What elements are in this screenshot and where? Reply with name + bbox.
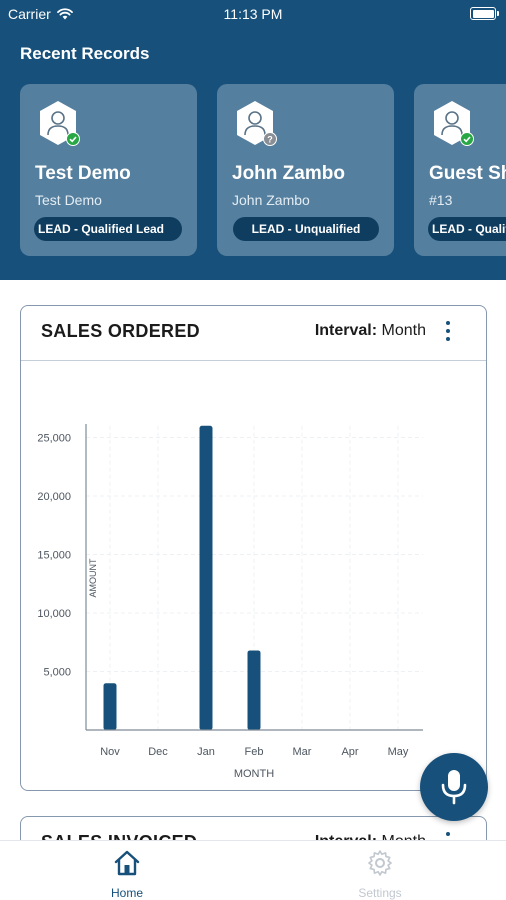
gear-icon [368, 850, 392, 876]
microphone-icon [441, 770, 467, 805]
sales-ordered-card: SALES ORDERED Interval: Month 5,000 10,00… [20, 305, 487, 791]
voice-input-button[interactable] [420, 753, 488, 821]
status-bar: Carrier 11:13 PM [0, 0, 506, 28]
user-avatar-icon [434, 101, 470, 145]
card-divider [21, 360, 486, 361]
user-avatar-icon [40, 101, 76, 145]
record-status-badge: LEAD - Qualified Lead [428, 217, 506, 241]
verified-badge-icon [66, 132, 80, 146]
tab-home[interactable]: Home [67, 841, 187, 900]
recent-records-list: Test Demo Test Demo LEAD - Qualified Lea… [20, 84, 506, 256]
x-tick-label: Feb [245, 746, 264, 758]
record-status-badge: LEAD - Unqualified [233, 217, 379, 241]
record-subtitle: Test Demo [35, 192, 102, 208]
record-card[interactable]: Test Demo Test Demo LEAD - Qualified Lea… [20, 84, 197, 256]
tab-bar: Home Settings [0, 840, 506, 900]
y-tick-label: 5,000 [43, 667, 71, 679]
x-tick-label: Apr [341, 746, 358, 758]
card-title: SALES ORDERED [41, 321, 200, 341]
x-tick-label: Dec [148, 746, 168, 758]
more-options-icon[interactable] [444, 321, 452, 343]
x-axis-label: MONTH [234, 768, 274, 780]
interval-selector[interactable]: Interval: Month [315, 322, 426, 340]
bar-nov [103, 683, 117, 730]
recent-records-title: Recent Records [20, 44, 150, 63]
x-tick-label: Mar [293, 746, 312, 758]
user-avatar-icon [237, 101, 273, 145]
y-tick-label: 25,000 [37, 433, 71, 445]
unknown-status-icon: ? [263, 132, 277, 146]
x-tick-label: May [388, 746, 409, 758]
battery-icon [470, 7, 499, 20]
record-subtitle: #13 [429, 192, 453, 208]
tab-settings[interactable]: Settings [320, 841, 440, 900]
home-icon [114, 850, 140, 876]
record-card[interactable]: ? John Zambo John Zambo LEAD - Unqualifi… [217, 84, 394, 256]
wifi-icon [56, 8, 73, 20]
carrier-info: Carrier [8, 6, 73, 22]
record-name: Test Demo [35, 163, 131, 184]
bar-feb [247, 650, 261, 730]
tab-label: Settings [358, 886, 402, 900]
tab-label: Home [110, 886, 143, 900]
y-tick-label: 15,000 [37, 550, 71, 562]
x-tick-label: Jan [197, 746, 215, 758]
y-axis-label: AMOUNT [88, 558, 98, 597]
record-status-badge: LEAD - Qualified Lead [34, 217, 182, 241]
record-name: John Zambo [232, 163, 345, 184]
interval-label: Interval: [314, 322, 378, 339]
y-tick-label: 20,000 [37, 491, 71, 503]
sales-ordered-chart: 5,000 10,000 15,000 20,000 25,000 Nov Dec Jan F… [37, 424, 423, 780]
verified-badge-icon [460, 132, 474, 146]
bar-jan [199, 425, 213, 730]
record-name: Guest Sh [429, 163, 506, 184]
header: Carrier 11:13 PM Recent Records Test Dem… [0, 0, 506, 280]
y-tick-label: 10,000 [37, 608, 71, 620]
record-card[interactable]: Guest Sh #13 LEAD - Qualified Lead [414, 84, 506, 256]
status-time: 11:13 PM [223, 6, 283, 22]
carrier-label: Carrier [8, 6, 51, 22]
svg-text:?: ? [267, 135, 273, 145]
record-subtitle: John Zambo [232, 192, 310, 208]
interval-value: Month [381, 322, 426, 339]
x-tick-label: Nov [100, 746, 120, 758]
